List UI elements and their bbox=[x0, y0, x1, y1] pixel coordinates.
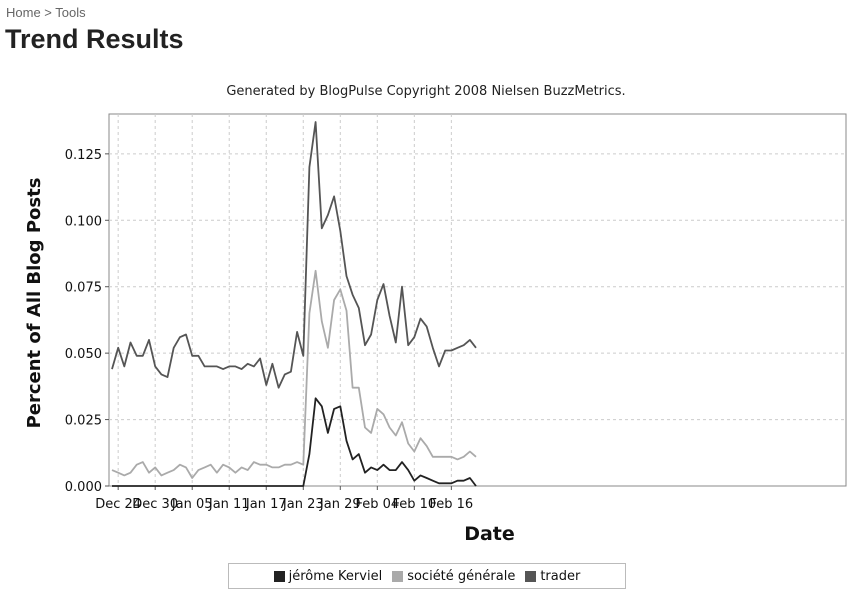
x-tick-label: Jan 17 bbox=[245, 497, 287, 512]
chart-legend: jérôme Kerviel société générale trader bbox=[228, 563, 626, 589]
x-tick-label: Dec 24 bbox=[95, 497, 141, 512]
series-line-jérôme-kerviel bbox=[112, 397, 477, 487]
legend-label: jérôme Kerviel bbox=[288, 568, 383, 584]
legend-item: société générale bbox=[392, 569, 515, 584]
x-tick-label: Feb 16 bbox=[429, 497, 473, 512]
legend-swatch bbox=[525, 570, 537, 582]
x-tick-label: Jan 29 bbox=[319, 497, 361, 512]
x-tick-label: Jan 05 bbox=[171, 497, 213, 512]
breadcrumb: Home > Tools bbox=[6, 5, 86, 20]
y-tick-label: 0.075 bbox=[65, 281, 102, 296]
y-tick-label: 0.050 bbox=[65, 347, 102, 362]
legend-item: jérôme Kerviel bbox=[273, 568, 383, 584]
plot-area bbox=[108, 113, 847, 487]
legend-swatch bbox=[392, 570, 404, 582]
legend-swatch bbox=[273, 570, 285, 582]
x-tick-label: Feb 04 bbox=[355, 497, 399, 512]
series-line-trader bbox=[111, 121, 477, 389]
breadcrumb-separator: > bbox=[40, 5, 56, 20]
y-tick-label: 0.125 bbox=[65, 148, 102, 163]
x-tick-label: Feb 10 bbox=[392, 497, 436, 512]
chart-title: Generated by BlogPulse Copyright 2008 Ni… bbox=[226, 84, 626, 99]
legend-item: trader bbox=[525, 569, 580, 584]
breadcrumb-home-link[interactable]: Home bbox=[6, 5, 41, 20]
x-tick-label: Jan 23 bbox=[282, 497, 324, 512]
x-tick-label: Jan 11 bbox=[208, 497, 250, 512]
y-tick-label: 0.000 bbox=[65, 480, 102, 495]
y-axis-label: Percent of All Blog Posts bbox=[24, 178, 45, 429]
legend-label: société générale bbox=[407, 568, 516, 584]
series-line-société-générale bbox=[111, 269, 477, 479]
breadcrumb-tools-link[interactable]: Tools bbox=[55, 5, 86, 20]
y-tick-label: 0.100 bbox=[65, 214, 102, 229]
x-axis-label: Date bbox=[464, 523, 515, 545]
y-tick-label: 0.025 bbox=[65, 414, 102, 429]
legend-label: trader bbox=[540, 568, 581, 584]
x-tick-label: Dec 30 bbox=[132, 497, 178, 512]
page-title: Trend Results bbox=[5, 24, 184, 54]
